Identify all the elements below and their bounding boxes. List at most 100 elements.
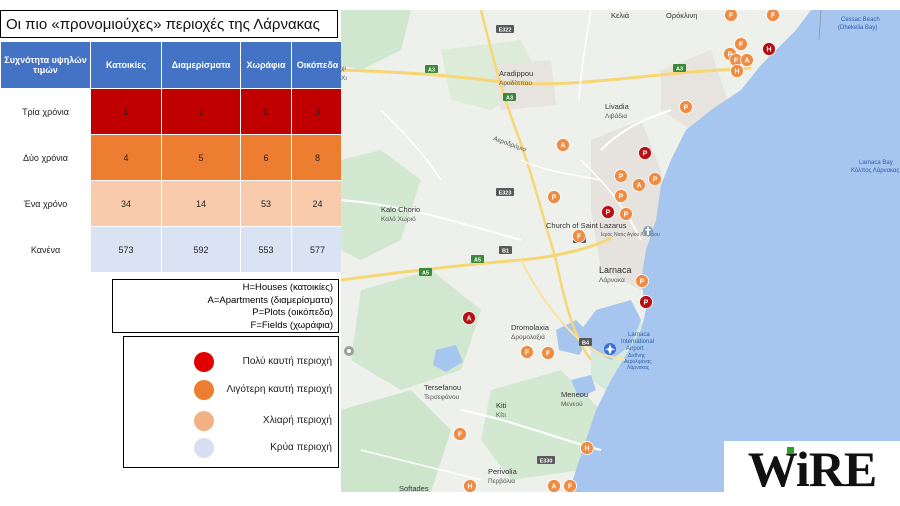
property-pin[interactable]: F — [734, 37, 748, 51]
property-pin[interactable]: A — [632, 178, 646, 192]
pin-letter: P — [552, 195, 557, 202]
property-pin[interactable]: H — [580, 441, 594, 455]
road-badge: E330 — [537, 456, 555, 465]
property-pin[interactable]: A — [462, 311, 476, 325]
road-badge-bg — [496, 188, 514, 196]
place-label: Χι — [341, 75, 347, 82]
row-label: Τρία χρόνια — [0, 88, 91, 135]
less-hot-dot-icon — [194, 380, 214, 400]
property-pin[interactable]: P — [619, 207, 633, 221]
pin-letter: A — [551, 484, 556, 491]
road-badge: A3 — [425, 65, 438, 74]
wire-logo-image: WiRE — [748, 441, 877, 497]
hot-dot-icon — [194, 352, 214, 372]
place-label: Larnaca Bay — [859, 160, 893, 166]
place-label: Ορόκλινη — [666, 11, 697, 20]
table-cell: 24 — [291, 180, 344, 227]
place-label: Dromolaxia — [511, 323, 550, 332]
map-area[interactable]: A3 A3 A3 A5 A5 B1 B3 B4 E322 E323 E330 Κ… — [341, 10, 900, 492]
place-label: Κίτι — [496, 411, 506, 419]
table-cell: 553 — [240, 226, 292, 273]
table-row: Τρία χρόνια 1 1 0 3 — [0, 88, 344, 135]
pin-letter: P — [640, 279, 645, 286]
table-cell: 53 — [240, 180, 292, 227]
place-label: Church of Saint Lazarus — [546, 221, 627, 230]
property-pin[interactable]: A — [547, 479, 561, 493]
pin-letter: H — [467, 484, 472, 491]
row-label: Δύο χρόνια — [0, 134, 91, 181]
road-badge: B1 — [499, 246, 512, 255]
pin-letter: F — [729, 13, 734, 20]
property-pin[interactable]: P — [648, 172, 662, 186]
place-label: Larnaca — [628, 332, 650, 338]
property-pin[interactable]: H — [730, 64, 744, 78]
property-pin[interactable]: F — [563, 479, 577, 493]
pin-circle — [601, 205, 615, 219]
pin-circle — [556, 138, 570, 152]
header-houses: Κατοικίες — [90, 41, 162, 89]
place-label: Meneou — [561, 390, 588, 399]
road-badge-bg — [673, 64, 686, 72]
road-badge-bg — [419, 268, 432, 276]
row-label: Ένα χρόνο — [0, 180, 91, 227]
property-pin[interactable]: H — [762, 42, 776, 56]
logo-text: WiRE — [748, 441, 876, 493]
lake — [433, 345, 463, 372]
pin-letter: F — [568, 484, 573, 491]
letter-key-legend: H=Houses (κατοικίες) A=Apartments (διαμε… — [112, 279, 339, 333]
place-label: Airport — [626, 346, 644, 352]
property-pin[interactable]: F — [541, 346, 555, 360]
property-pin[interactable]: P — [635, 274, 649, 288]
property-pin[interactable]: A — [740, 53, 754, 67]
pin-circle — [619, 207, 633, 221]
salt-lake — [581, 300, 641, 360]
road-badge-bg — [425, 65, 438, 73]
map-canvas: A3 A3 A3 A5 A5 B1 B3 B4 E322 E323 E330 Κ… — [341, 10, 900, 492]
property-pin[interactable]: P — [614, 169, 628, 183]
property-pin[interactable]: P — [547, 190, 561, 204]
pin-letter: F — [771, 13, 776, 20]
sea — [569, 10, 900, 492]
pin-circle — [639, 295, 653, 309]
pin-letter: P — [684, 105, 689, 112]
legend-label: Πολύ καυτή περιοχή — [242, 356, 332, 367]
header-plots: Οικόπεδα — [291, 41, 344, 89]
green-area — [341, 390, 451, 492]
place-label: Περβόλια — [488, 477, 515, 485]
road — [360, 449, 482, 481]
property-pin[interactable]: F — [453, 427, 467, 441]
property-pin[interactable]: P — [639, 295, 653, 309]
legend-houses: H=Houses (κατοικίες) — [242, 282, 333, 293]
road-label: B1 — [502, 249, 509, 255]
place-label: Λάρνακας — [627, 364, 650, 371]
property-pin[interactable]: F — [766, 10, 780, 22]
property-pin[interactable]: H — [463, 479, 477, 493]
property-pin[interactable]: F — [520, 345, 534, 359]
place-label: Λάρνακα — [599, 276, 625, 284]
property-pin[interactable]: A — [556, 138, 570, 152]
property-pin[interactable]: P — [614, 189, 628, 203]
property-pin[interactable]: P — [679, 100, 693, 114]
place-label: Καλό Χωριό — [381, 215, 416, 223]
pin-letter: A — [636, 183, 641, 190]
pin-letter: P — [619, 174, 624, 181]
legend-row-warm: Χλιαρή περιοχή — [124, 411, 338, 431]
pin-circle — [632, 178, 646, 192]
pin-circle — [614, 189, 628, 203]
pin-letter: P — [624, 212, 629, 219]
wire-logo: WiRE — [724, 441, 900, 497]
pin-letter: H — [584, 446, 589, 453]
page-title: Οι πιο «προνομιούχες» περιοχές της Λάρνα… — [0, 10, 338, 38]
place-label: Kalo Chorio — [381, 205, 420, 214]
pin-circle — [679, 100, 693, 114]
road-label: E323 — [499, 191, 512, 197]
property-pin[interactable]: P — [638, 146, 652, 160]
property-pin[interactable]: F — [572, 229, 586, 243]
property-pin[interactable]: P — [601, 205, 615, 219]
place-label: Κόλπος Λάρνακας — [851, 167, 900, 174]
pin-letter: F — [458, 432, 463, 439]
table-row: Ένα χρόνο 34 14 53 24 — [0, 180, 344, 227]
legend-apartments: A=Apartments (διαμερίσματα) — [207, 294, 333, 306]
property-pin[interactable]: F — [724, 10, 738, 22]
place-label: Cessac Beach — [841, 17, 880, 23]
